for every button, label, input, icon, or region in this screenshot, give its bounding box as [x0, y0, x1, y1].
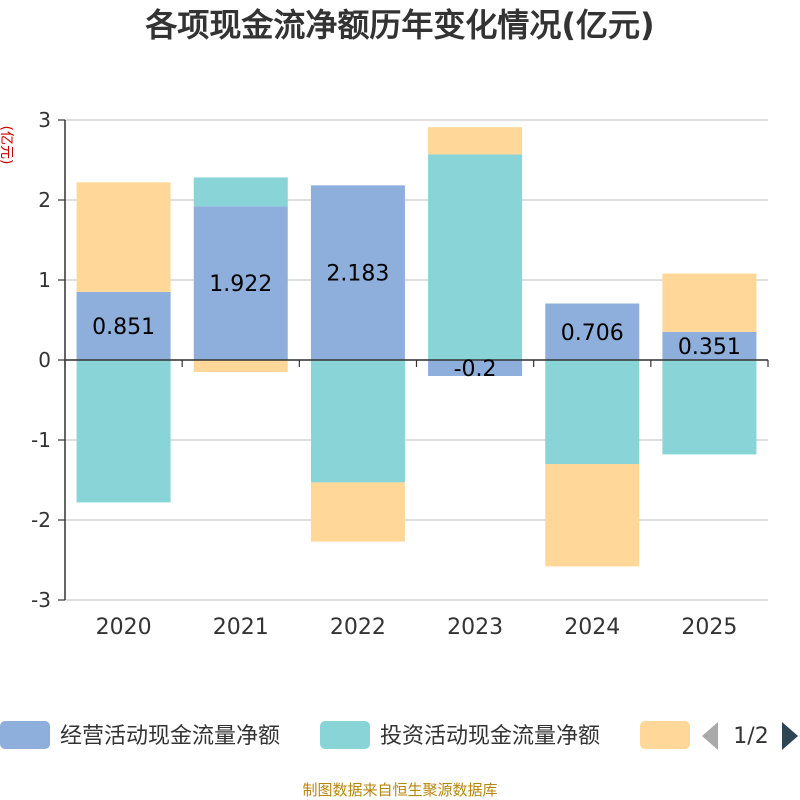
bar-series-1-2021 [193, 177, 288, 207]
y-tick-label: 0 [38, 348, 51, 372]
bar-series-2-2020 [76, 182, 171, 292]
bar-series-0-2020 [76, 291, 171, 360]
legend-next-arrow-icon[interactable] [782, 722, 798, 750]
data-label-2023: -0.2 [454, 357, 497, 382]
y-tick-label: -3 [31, 588, 51, 612]
bar-series-1-2020 [76, 360, 171, 503]
bar-series-2-2021 [193, 360, 288, 372]
y-tick-label: 2 [38, 188, 51, 212]
bar-series-0-2022 [310, 185, 405, 360]
bar-series-2-2025 [662, 273, 757, 332]
legend-prev-arrow-icon[interactable] [702, 722, 718, 750]
x-tick-label: 2021 [213, 615, 269, 640]
bar-series-1-2022 [310, 360, 405, 483]
y-tick-label: 3 [38, 108, 51, 132]
bar-series-1-2023 [428, 154, 523, 360]
legend: 经营活动现金流量净额 投资活动现金流量净额 1/2 [0, 721, 798, 750]
y-axis-label: (亿元) [0, 126, 14, 165]
data-labels: 0.851 1.922 2.183 -0.2 0.706 0.351 [92, 262, 741, 382]
y-tick-label: -2 [31, 508, 51, 532]
bar-series-2-2023 [428, 127, 523, 155]
bar-series-1-2025 [662, 360, 757, 455]
x-tick-label: 2025 [681, 615, 737, 640]
bar-series-1-2024 [545, 360, 640, 464]
data-label-2025: 0.351 [678, 335, 741, 360]
data-label-2022: 2.183 [326, 262, 389, 287]
source-note: 制图数据来自恒生聚源数据库 [302, 781, 497, 799]
data-label-2024: 0.706 [561, 321, 624, 346]
bar-series-2-2024 [545, 464, 640, 567]
bar-series-0-2021 [193, 206, 288, 360]
legend-label-0[interactable]: 经营活动现金流量净额 [60, 724, 280, 749]
bars [76, 127, 757, 567]
y-tick-label: 1 [38, 268, 51, 292]
chart-title: 各项现金流净额历年变化情况(亿元) [145, 6, 654, 44]
bar-series-2-2022 [310, 482, 405, 542]
data-label-2021: 1.922 [209, 272, 272, 297]
bar-series-0-2024 [545, 303, 640, 360]
legend-page-indicator: 1/2 [733, 724, 768, 749]
data-label-2020: 0.851 [92, 315, 155, 340]
x-tick-label: 2022 [330, 615, 386, 640]
x-tick-label: 2023 [447, 615, 503, 640]
legend-swatch-0[interactable] [0, 721, 50, 749]
bar-series-0-2023 [428, 360, 523, 376]
bar-series-0-2025 [662, 331, 757, 360]
x-tick-label: 2024 [564, 615, 620, 640]
legend-swatch-2[interactable] [640, 721, 690, 749]
x-tick-label: 2020 [96, 615, 152, 640]
y-tick-label: -1 [31, 428, 51, 452]
legend-label-1[interactable]: 投资活动现金流量净额 [380, 724, 600, 749]
axes: 3 2 1 0 -1 -2 -3 2020 2021 2022 2023 2024 2025 [31, 108, 769, 640]
legend-swatch-1[interactable] [320, 721, 370, 749]
